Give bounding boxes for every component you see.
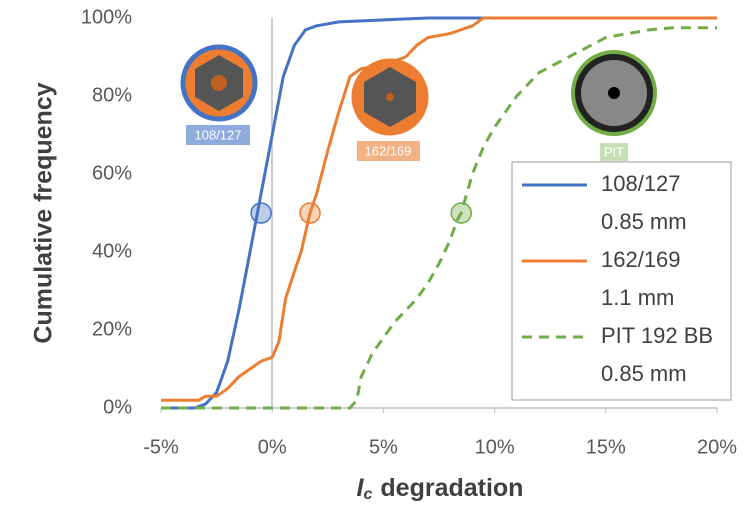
legend-detail: 0.85 mm xyxy=(601,209,687,234)
legend-detail: 1.1 mm xyxy=(601,285,674,310)
median-marker xyxy=(299,202,321,224)
annotation-bg xyxy=(357,141,420,161)
y-tick-label: 40% xyxy=(92,240,132,262)
median-marker xyxy=(250,202,272,224)
x-tick-label: 0% xyxy=(258,436,287,458)
x-tick-label: 10% xyxy=(475,436,515,458)
annotation: PIT xyxy=(604,144,624,159)
x-tick-label: 15% xyxy=(586,436,626,458)
cross-section-icons: 108/127 162/169 PIT xyxy=(180,44,657,161)
y-tick-label: 80% xyxy=(92,84,132,106)
y-tick-label: 100% xyxy=(81,6,132,28)
annotation-bg xyxy=(600,143,628,161)
series-line xyxy=(161,26,717,410)
x-axis-symbol: I xyxy=(357,474,365,502)
legend-label: 108/127 xyxy=(601,171,681,196)
legend-box xyxy=(511,161,732,401)
y-tick-label: 60% xyxy=(92,162,132,184)
annotation: 162/169 xyxy=(365,143,412,158)
y-tick-label: 20% xyxy=(92,318,132,340)
legend-label: PIT 192 BB xyxy=(601,323,713,348)
annotation-bg xyxy=(186,125,250,145)
x-axis-text: degradation xyxy=(380,474,523,502)
median-marker xyxy=(450,202,472,224)
icon-core xyxy=(608,87,620,99)
icon-core xyxy=(386,93,394,101)
icon-core xyxy=(211,75,227,91)
x-axis-subscript: c xyxy=(363,486,372,503)
legend-label: 162/169 xyxy=(601,247,681,272)
annotation: 108/127 xyxy=(195,127,242,142)
x-tick-label: 5% xyxy=(369,436,398,458)
y-tick-label: 0% xyxy=(103,396,132,418)
x-tick-label: 20% xyxy=(697,436,737,458)
x-tick-label: -5% xyxy=(143,436,179,458)
legend-detail: 0.85 mm xyxy=(601,361,687,386)
y-axis-title: Cumulative frequency xyxy=(30,82,58,343)
x-axis-title: Ic degradation xyxy=(357,474,524,504)
